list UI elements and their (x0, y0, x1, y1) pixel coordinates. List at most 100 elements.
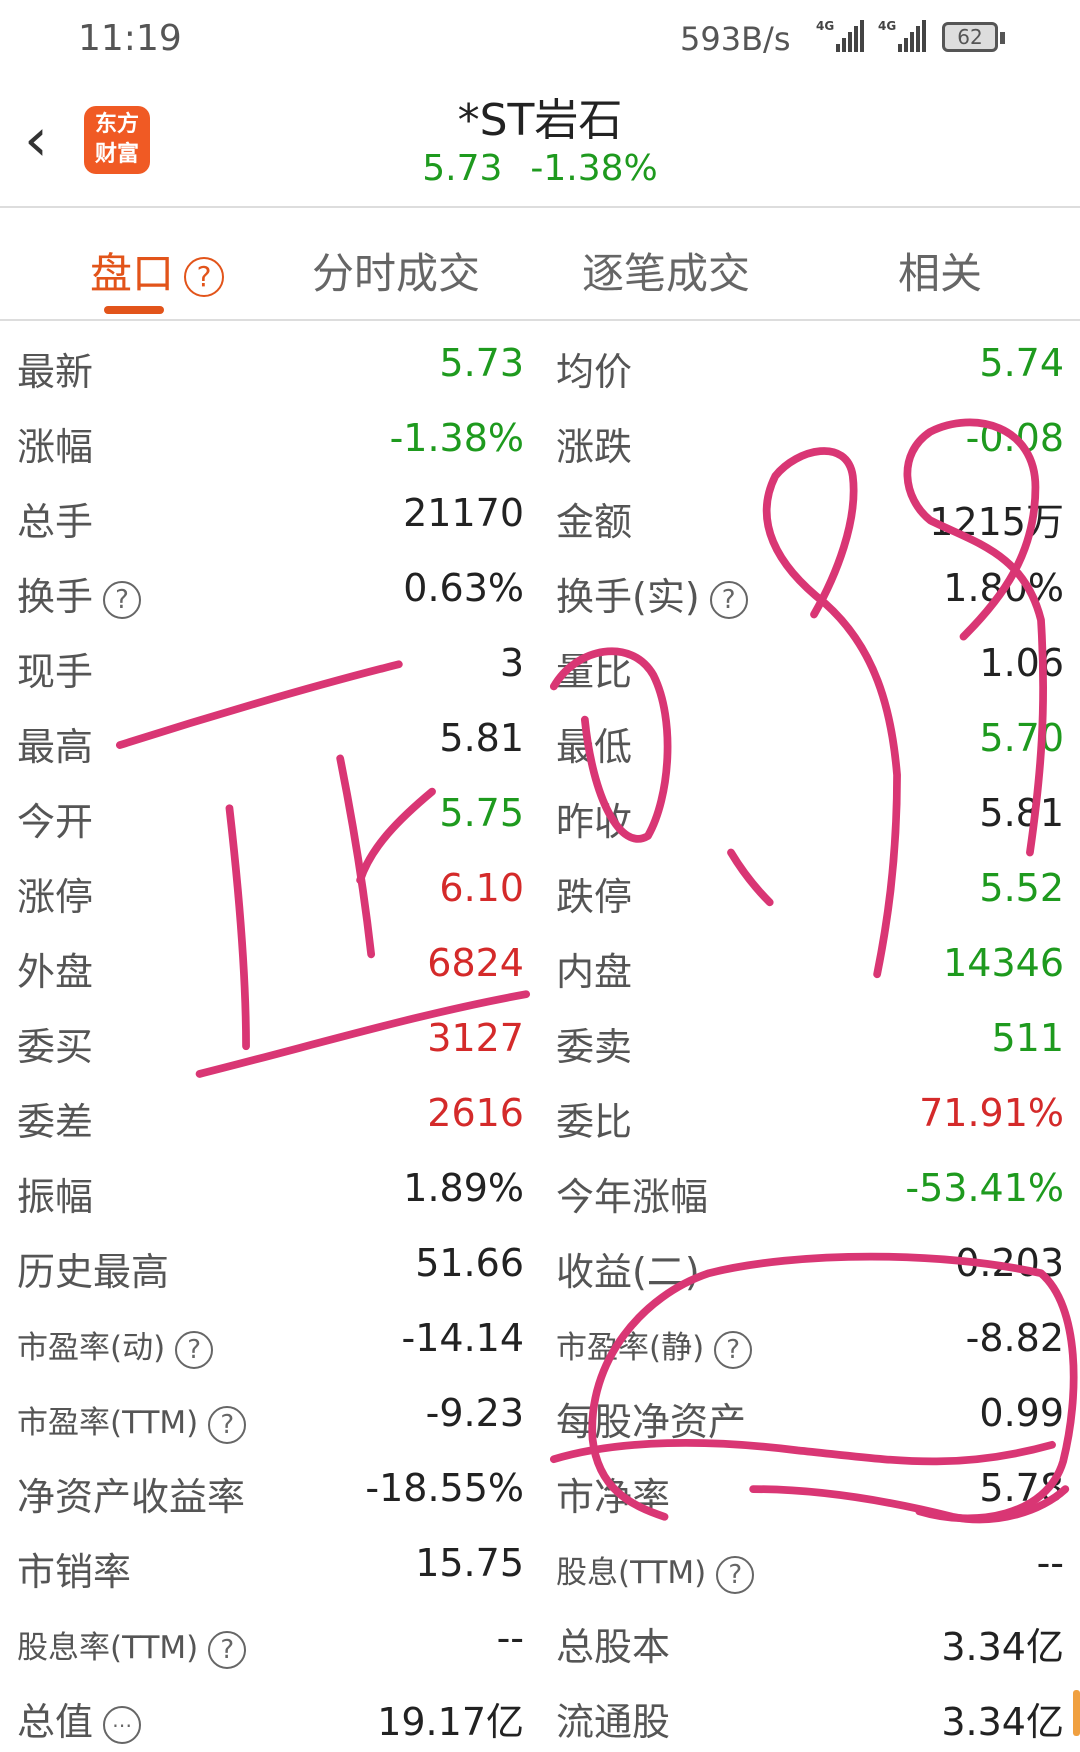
field-value: 0.63% (403, 566, 524, 610)
label-text: 历史最高 (17, 1250, 170, 1294)
signal-bar (854, 26, 858, 52)
field-value: 3.34亿 (941, 1625, 1064, 1669)
field-value: -0.08 (965, 416, 1064, 460)
field-value: 5.81 (979, 791, 1064, 835)
quote-row: 换手? 0.63% 换手(实)? 1.80% (0, 552, 1080, 627)
help-icon[interactable]: ? (103, 580, 142, 619)
field-value: -18.55% (365, 1466, 524, 1510)
field-value: 3127 (427, 1016, 524, 1060)
field-label: 金额 (556, 491, 632, 546)
field-label: 最低 (556, 716, 632, 771)
quote-row: 今开 5.75 昨收 5.81 (0, 777, 1080, 852)
quote-row: 净资产收益率 -18.55% 市净率 5.78 (0, 1452, 1080, 1527)
label-text: 最新 (17, 350, 94, 394)
field-value: 51.66 (415, 1241, 524, 1285)
quote-row: 振幅 1.89% 今年涨幅 -53.41% (0, 1152, 1080, 1227)
label-text: 振幅 (17, 1175, 94, 1219)
field-label: 振幅 (17, 1166, 93, 1221)
change-percent: -1.38% (530, 148, 658, 189)
stock-quote: 5.73 -1.38% (0, 148, 1080, 189)
quote-row: 外盘 6824 内盘 14346 (0, 927, 1080, 1002)
help-icon[interactable]: ? (709, 580, 748, 619)
label-text: 跌停 (556, 875, 633, 919)
signal-bar (842, 38, 846, 52)
label-text: 委差 (17, 1100, 94, 1144)
tab-pankou[interactable]: 盘口? (90, 240, 225, 301)
tab-time-trades[interactable]: 分时成交 (312, 249, 481, 298)
field-value: 3.34亿 (941, 1700, 1064, 1744)
logo-text: 财富 (94, 142, 139, 167)
field-value: 1.06 (979, 641, 1064, 685)
field-value: 5.78 (979, 1466, 1064, 1510)
label-text: 市净率 (556, 1475, 671, 1519)
label-text: 委买 (17, 1025, 94, 1069)
signal-bar (916, 26, 920, 52)
app-logo[interactable]: 东方 财富 (84, 106, 150, 174)
field-value: -- (496, 1616, 524, 1660)
field-label: 总值 ⋯ (17, 1691, 142, 1746)
label-text: 市销率 (17, 1550, 132, 1594)
label-text: 今开 (17, 800, 94, 844)
signal-bar (848, 32, 852, 52)
signal-icon: 4G (878, 20, 932, 52)
field-value: 14346 (943, 941, 1064, 985)
field-value: 21170 (403, 491, 524, 535)
help-icon[interactable]: ? (175, 1330, 214, 1369)
signal-bar (836, 44, 840, 52)
field-label: 委比 (556, 1091, 632, 1146)
field-value: 1215万 (929, 500, 1064, 544)
field-label: 市盈率(TTM)? (17, 1397, 247, 1444)
field-value: -14.14 (401, 1316, 525, 1360)
label-text: 总值 (17, 1700, 94, 1744)
label-text: 委比 (556, 1100, 633, 1144)
quote-row: 市销率 15.75 股息(TTM)? -- (0, 1527, 1080, 1602)
label-text: 涨停 (17, 875, 94, 919)
help-icon[interactable]: ? (208, 1405, 247, 1444)
label-text: 现手 (17, 650, 94, 694)
field-value: 6824 (427, 941, 524, 985)
field-label: 委卖 (556, 1016, 632, 1071)
help-icon[interactable]: ? (208, 1630, 247, 1669)
field-value: -1.38% (389, 416, 524, 460)
label-text: 均价 (556, 350, 633, 394)
quote-row: 委买 3127 委卖 511 (0, 1002, 1080, 1077)
field-label: 每股净资产 (556, 1391, 746, 1446)
field-label: 总股本 (556, 1616, 670, 1671)
field-label: 换手(实)? (556, 566, 748, 621)
help-icon[interactable]: ? (714, 1330, 753, 1369)
quote-row: 总手 21170 金额 1215万 (0, 477, 1080, 552)
help-icon[interactable]: ? (184, 256, 225, 297)
signal-icon: 4G (816, 20, 870, 52)
last-price: 5.73 (422, 148, 503, 189)
label-text: 每股净资产 (556, 1400, 747, 1444)
tab-label: 盘口 (90, 249, 175, 298)
label-text: 总股本 (556, 1625, 671, 1669)
network-speed: 593B/s (680, 20, 791, 58)
more-icon[interactable]: ⋯ (103, 1705, 142, 1744)
field-value: 5.73 (439, 341, 524, 385)
field-label: 市盈率(动)? (17, 1322, 214, 1369)
tab-tick-trades[interactable]: 逐笔成交 (582, 249, 751, 298)
field-value: 1.80% (943, 566, 1064, 610)
label-text: 市盈率(TTM) (17, 1405, 199, 1441)
field-label: 市净率 (556, 1466, 670, 1521)
label-text: 量比 (556, 650, 633, 694)
field-value: 19.17亿 (377, 1700, 524, 1744)
field-label: 最高 (17, 716, 93, 771)
signal-bar (910, 32, 914, 52)
help-icon[interactable]: ? (716, 1555, 755, 1594)
field-label: 昨收 (556, 791, 632, 846)
quote-grid: 最新 5.73 均价 5.74 涨幅 -1.38% 涨跌 -0.08 总手 21170 金额 1215… (0, 327, 1080, 1752)
field-label: 今开 (17, 791, 93, 846)
label-text: 外盘 (17, 950, 94, 994)
label-text: 流通股 (556, 1700, 671, 1744)
scrollbar[interactable] (1073, 1690, 1080, 1736)
label-text: 收益(二) (556, 1250, 700, 1294)
field-value: 0.203 (955, 1241, 1064, 1285)
back-chevron-icon[interactable]: ‹ (24, 105, 48, 175)
quote-row: 最新 5.73 均价 5.74 (0, 327, 1080, 402)
field-value: 5.70 (979, 716, 1064, 760)
field-label: 涨停 (17, 866, 93, 921)
tab-related[interactable]: 相关 (898, 249, 983, 298)
field-value: -8.82 (965, 1316, 1064, 1360)
